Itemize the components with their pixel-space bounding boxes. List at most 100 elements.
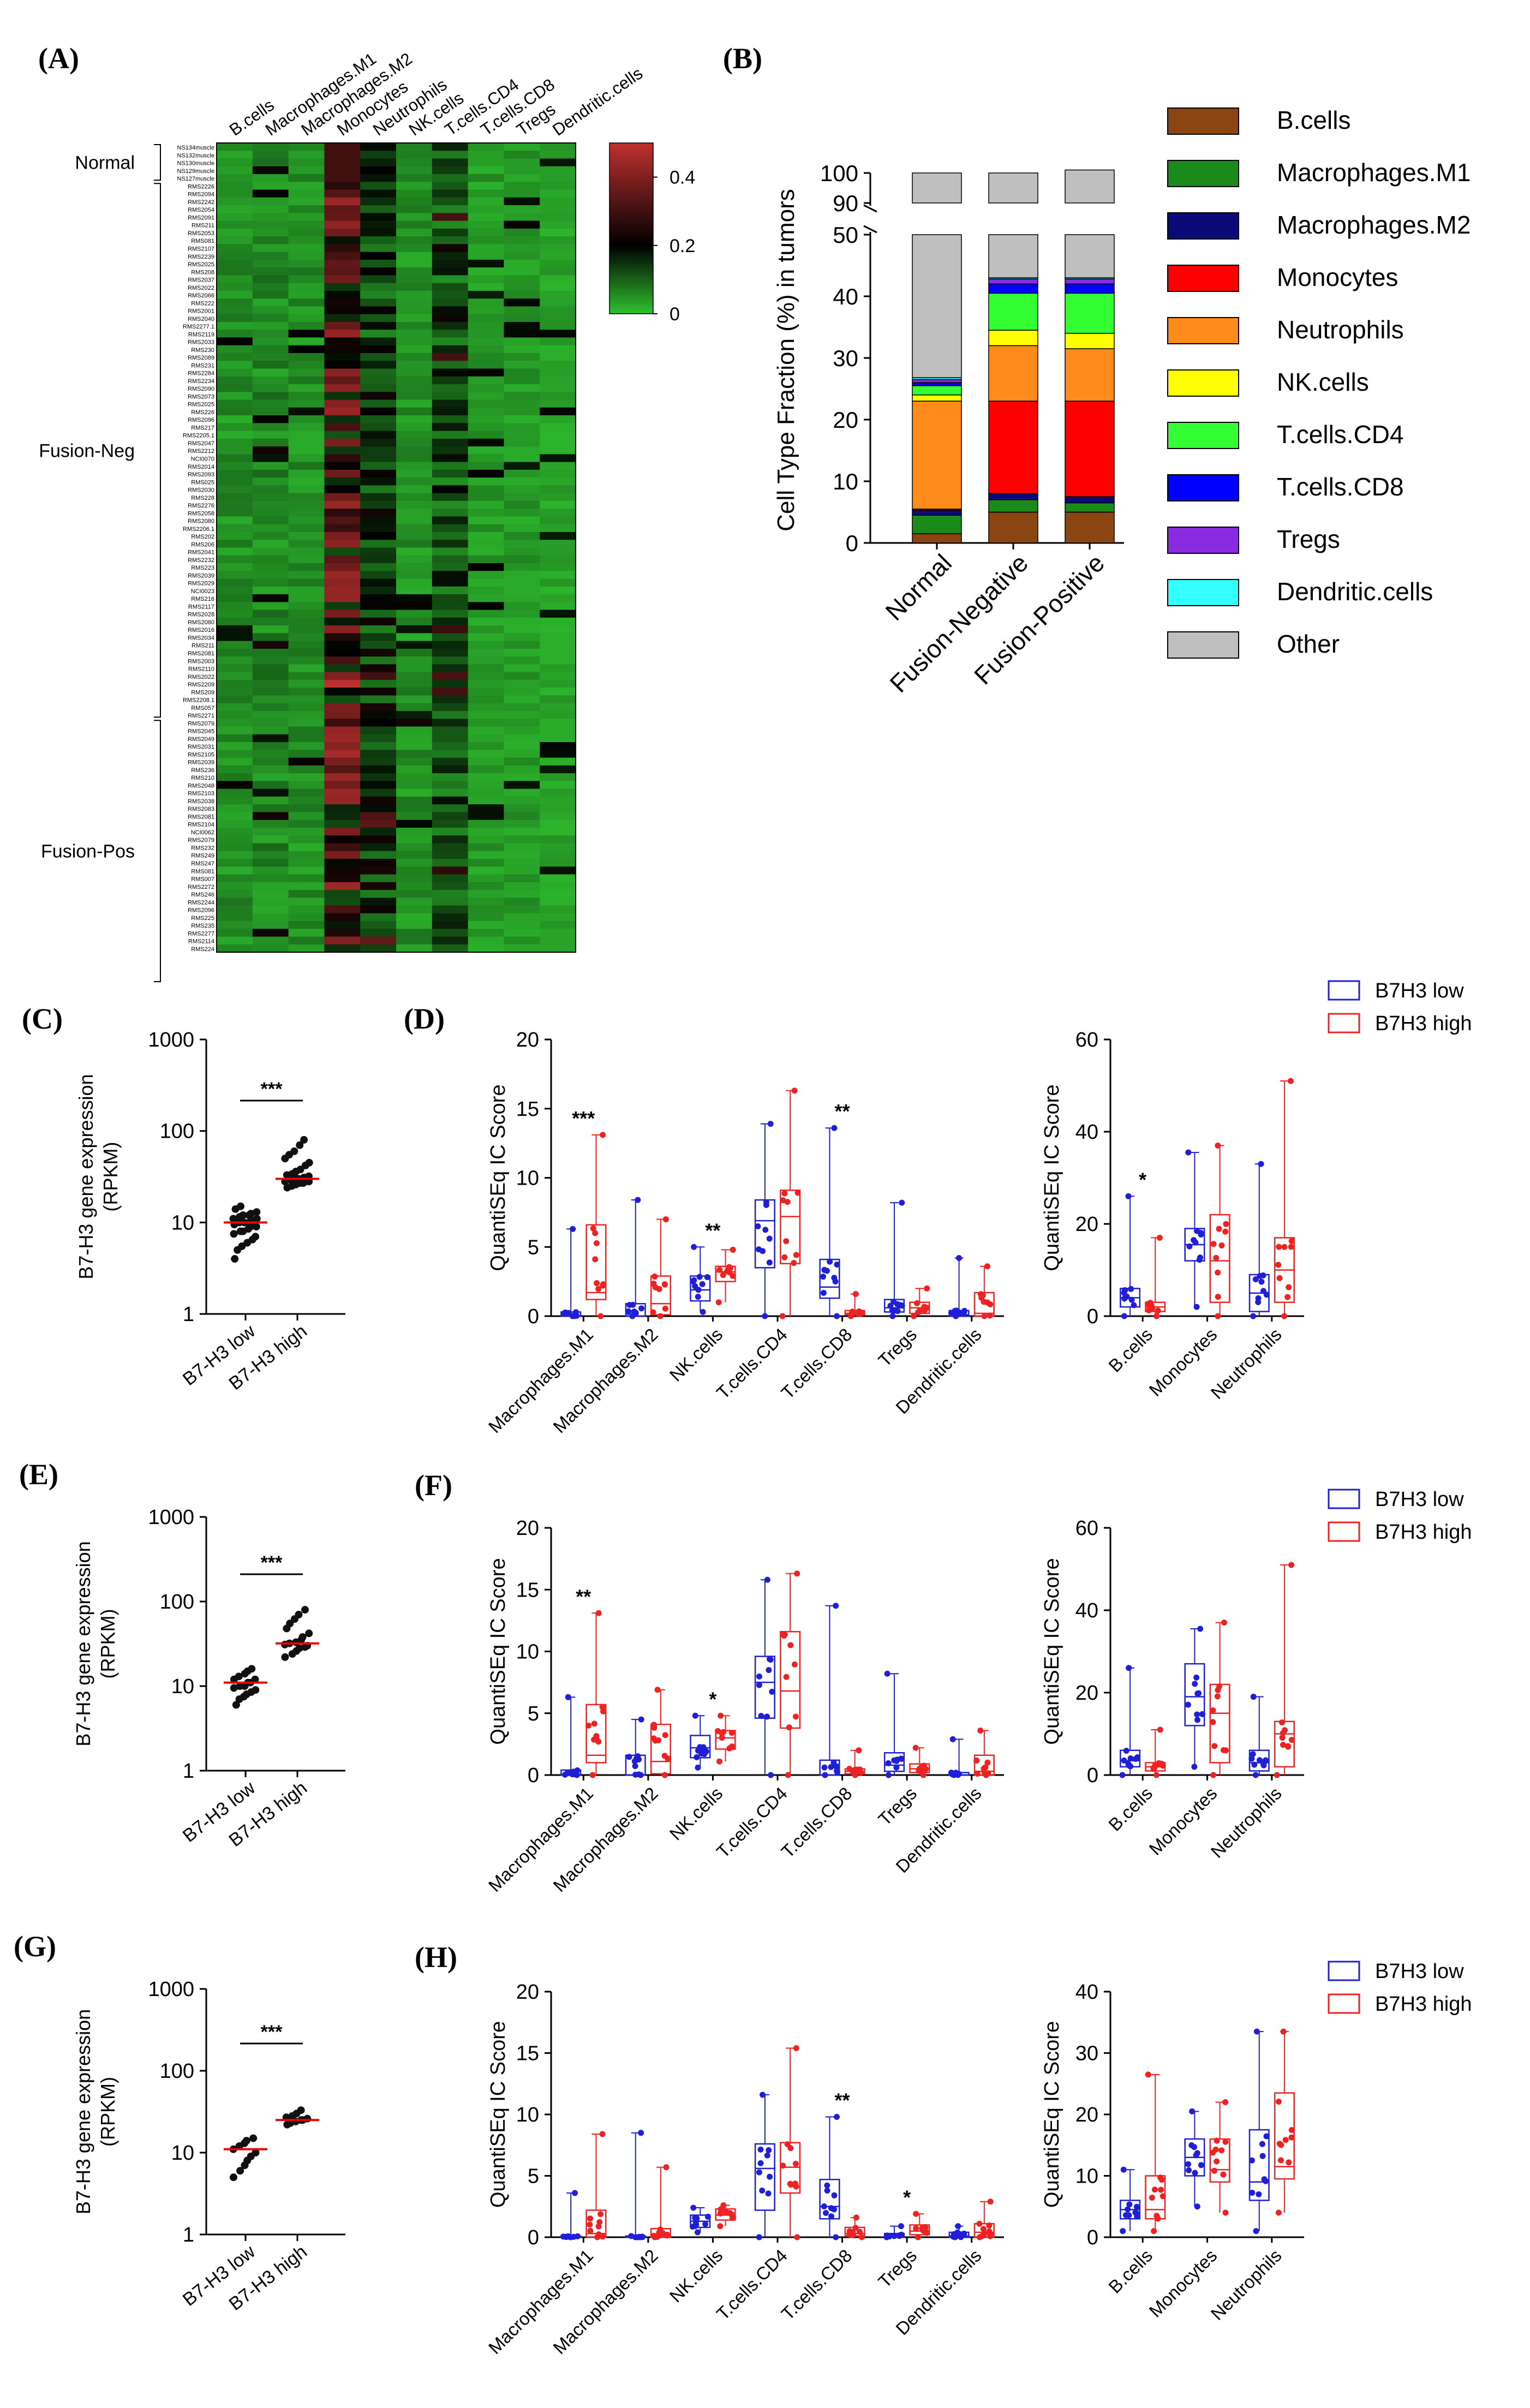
heatmap-cell	[504, 571, 540, 579]
heatmap-cell	[396, 851, 433, 859]
heatmap-cell	[217, 213, 253, 222]
data-point	[595, 2223, 602, 2230]
data-point	[822, 1772, 828, 1778]
heatmap-cell	[396, 259, 433, 268]
y-tick-label: 60	[1075, 1517, 1098, 1540]
heatmap-cell	[540, 524, 576, 533]
heatmap-cell	[540, 189, 576, 198]
heatmap-row-label: RMS249	[191, 853, 214, 859]
heatmap-cell	[324, 563, 361, 571]
heatmap-cell	[396, 415, 433, 423]
heatmap-cell	[324, 555, 361, 564]
data-point	[1147, 1300, 1154, 1306]
heatmap-cell	[396, 555, 433, 564]
data-point	[1157, 2174, 1164, 2181]
heatmap-cell	[324, 376, 361, 385]
heatmap-cell	[324, 664, 361, 673]
heatmap-cell	[540, 898, 576, 906]
data-point	[1126, 1665, 1132, 1671]
y-tick-label: 10	[171, 1675, 194, 1698]
heatmap-cell	[360, 788, 397, 797]
heatmap-cell	[396, 578, 433, 587]
heatmap-cell	[540, 236, 576, 244]
heatmap-cell	[217, 563, 253, 571]
heatmap-cell	[288, 633, 325, 642]
heatmap-cell	[504, 688, 540, 696]
heatmap-cell	[217, 259, 253, 268]
heatmap-cell	[396, 679, 433, 688]
data-point	[821, 1764, 828, 1771]
heatmap-cell	[252, 563, 289, 571]
heatmap-cell	[217, 174, 253, 182]
heatmap-cell	[217, 368, 253, 377]
heatmap-cell	[504, 306, 540, 315]
heatmap-cell	[217, 788, 253, 797]
heatmap-cell	[396, 143, 433, 151]
data-point	[626, 1754, 632, 1760]
heatmap-cell	[288, 936, 325, 945]
data-point	[719, 1735, 725, 1741]
data-point	[974, 1771, 981, 1777]
heatmap-cell	[288, 929, 325, 937]
heatmap-cell	[252, 376, 289, 385]
heatmap-cell	[468, 555, 504, 564]
heatmap-cell	[217, 493, 253, 501]
heatmap-cell	[288, 944, 325, 953]
heatmap-cell	[324, 361, 361, 369]
heatmap-cell	[252, 259, 289, 268]
heatmap-cell	[217, 781, 253, 790]
heatmap-cell	[360, 835, 397, 844]
heatmap-cell	[504, 509, 540, 517]
heatmap-cell	[432, 757, 469, 766]
group-label: Fusion-Neg	[39, 440, 135, 461]
data-point	[729, 1744, 736, 1750]
heatmap-cell	[324, 921, 361, 929]
heatmap-row-label: RMS2107	[188, 246, 214, 253]
data-point	[792, 2160, 799, 2167]
heatmap-cell	[504, 889, 540, 898]
heatmap-cell	[217, 477, 253, 486]
data-point	[720, 1272, 726, 1278]
heatmap-cell	[396, 594, 433, 602]
heatmap-cell	[432, 765, 469, 774]
heatmap-cell	[468, 664, 504, 673]
heatmap-cell	[504, 174, 540, 182]
stacked-bar-segment	[988, 499, 1038, 513]
heatmap-cell	[324, 796, 361, 805]
heatmap-cell	[504, 345, 540, 354]
data-point	[728, 1730, 735, 1736]
heatmap-cell	[324, 648, 361, 657]
box	[715, 1265, 736, 1282]
data-point	[1210, 1772, 1217, 1778]
heatmap-cell	[324, 236, 361, 244]
heatmap-cell	[288, 905, 325, 914]
data-point	[953, 1307, 960, 1314]
y-tick-label: 10	[516, 2104, 539, 2126]
data-point	[885, 1760, 892, 1766]
data-point	[635, 1197, 641, 1203]
heatmap-cell	[360, 773, 397, 781]
heatmap-cell	[432, 586, 469, 595]
heatmap-row-label: RMS2208.1	[183, 697, 214, 704]
data-point	[757, 2146, 764, 2153]
heatmap-cell	[504, 804, 540, 812]
heatmap-cell	[468, 563, 504, 571]
heatmap-cell	[540, 361, 576, 369]
data-point	[252, 2149, 260, 2156]
heatmap-cell	[217, 524, 253, 533]
heatmap-cell	[360, 469, 397, 478]
data-point	[599, 2131, 606, 2137]
heatmap-cell	[252, 469, 289, 478]
heatmap-cell	[468, 788, 504, 797]
heatmap-cell	[540, 804, 576, 812]
heatmap-cell	[360, 143, 397, 151]
heatmap-cell	[504, 858, 540, 867]
heatmap-cell	[324, 594, 361, 602]
heatmap-cell	[288, 540, 325, 548]
heatmap-row-label: RMS246	[191, 892, 214, 898]
heatmap-cell	[396, 602, 433, 611]
data-point	[229, 1215, 237, 1223]
heatmap-row-label: RMS225	[191, 915, 214, 922]
x-tick-label: T.cells.CD8	[777, 1324, 856, 1403]
